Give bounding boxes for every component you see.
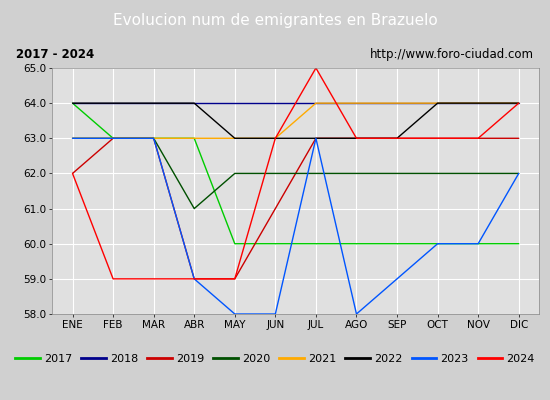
Legend: 2017, 2018, 2019, 2020, 2021, 2022, 2023, 2024: 2017, 2018, 2019, 2020, 2021, 2022, 2023… [15, 354, 535, 364]
Text: Evolucion num de emigrantes en Brazuelo: Evolucion num de emigrantes en Brazuelo [113, 14, 437, 28]
Text: 2017 - 2024: 2017 - 2024 [16, 48, 95, 61]
Text: http://www.foro-ciudad.com: http://www.foro-ciudad.com [370, 48, 534, 61]
